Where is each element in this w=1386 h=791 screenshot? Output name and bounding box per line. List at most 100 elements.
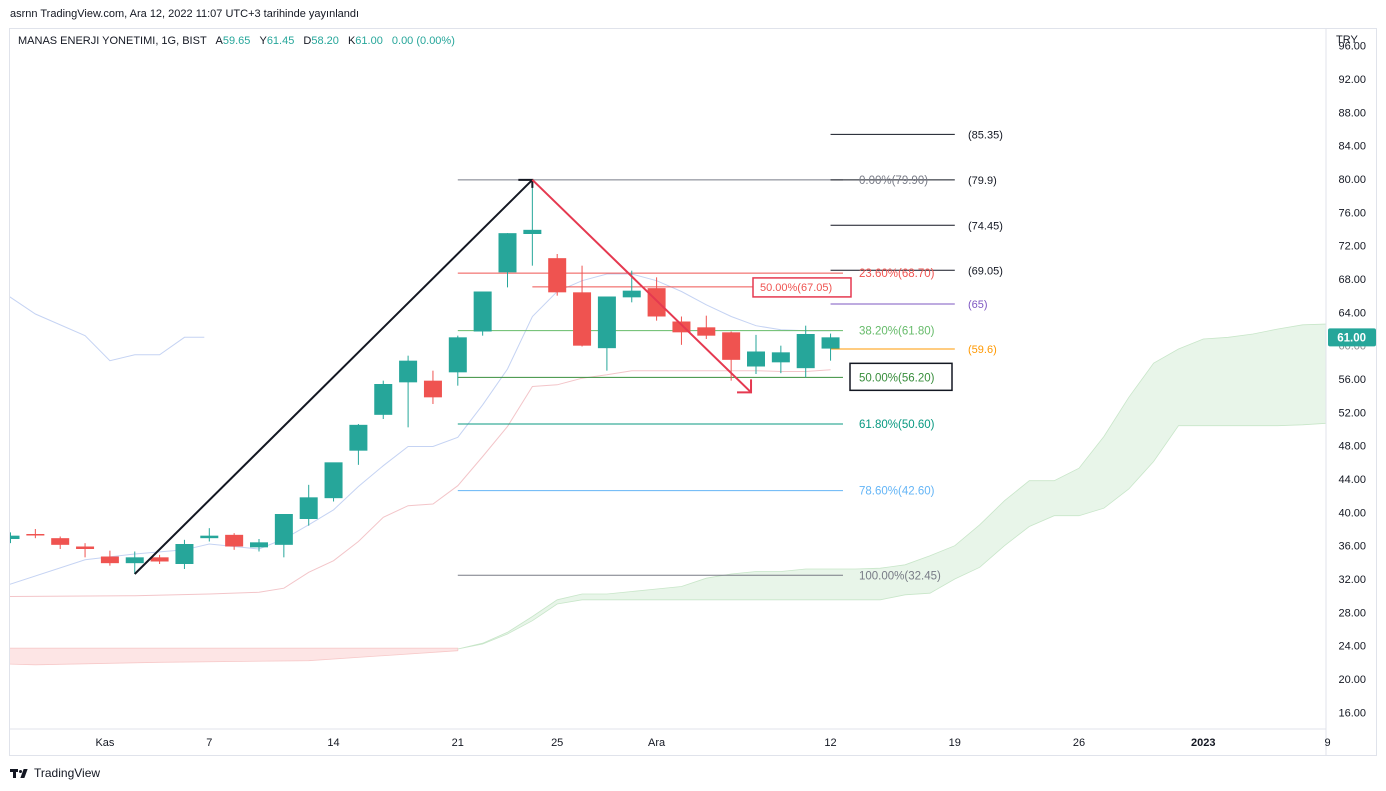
open-value: 59.65 (222, 35, 251, 47)
time-axis-tick-label: 7 (206, 737, 212, 749)
ichimoku-cloud-bearish (10, 647, 459, 666)
candle-body (647, 288, 666, 317)
candle-body (747, 351, 765, 367)
fib-level-label: 0.00%(79.90) (859, 175, 928, 187)
candle-body (26, 534, 45, 536)
price-target-label: (69.05) (968, 265, 1003, 277)
price-axis-tick-label: 88.00 (1338, 107, 1366, 119)
trendline-down-arrowhead (737, 379, 753, 394)
fib-level-label: 100.00%(32.45) (859, 570, 941, 582)
price-target-label: (85.35) (968, 129, 1003, 141)
candle-body (349, 424, 368, 451)
candle-body (672, 321, 691, 333)
retrace-50-label: 50.00%(67.05) (760, 282, 832, 294)
tenkan-line-left (10, 296, 205, 362)
publish-caption: asrnn TradingView.com, Ara 12, 2022 11:0… (10, 8, 360, 20)
candle-body (622, 290, 641, 298)
candle-body (423, 380, 442, 398)
symbol-name: MANAS ENERJI YONETIMI, 1G, BIST (18, 35, 207, 47)
price-target-label: (74.45) (968, 220, 1003, 232)
time-axis-tick-label: 12 (824, 737, 836, 749)
tradingview-logo-icon (10, 767, 30, 779)
price-axis-tick-label: 76.00 (1338, 207, 1366, 219)
price-axis-tick-label: 28.00 (1338, 607, 1366, 619)
trendline-down (531, 179, 752, 394)
candle-body (722, 332, 741, 360)
price-target-label: (65) (968, 299, 988, 311)
time-axis-tick-label: Ara (648, 737, 666, 749)
candle-body (697, 327, 716, 336)
time-axis-tick-label: 2023 (1191, 737, 1215, 749)
time-axis-tick-label: Kas (95, 737, 114, 749)
time-axis-tick-label: 26 (1073, 737, 1085, 749)
low-label: D (303, 35, 312, 47)
price-axis-tick-label: 68.00 (1338, 274, 1366, 286)
price-axis-tick-label: 20.00 (1338, 674, 1366, 686)
candle-body (523, 229, 542, 234)
fib-50-highlight-box (849, 362, 953, 392)
price-axis-tick-label: 80.00 (1338, 174, 1366, 186)
candle-body (796, 334, 815, 369)
price-axis-tick-label: 92.00 (1338, 74, 1366, 86)
time-axis-tick-label: 19 (949, 737, 961, 749)
last-price-badge (1328, 328, 1376, 347)
price-axis-tick-label: 64.00 (1338, 307, 1366, 319)
candle-body (274, 514, 293, 545)
price-target-label: (79.9) (968, 175, 997, 187)
ichimoku-cloud-bullish (457, 323, 1326, 650)
price-axis-tick-label: 96.00 (1338, 41, 1366, 53)
candle-body (150, 557, 169, 562)
candle-body (374, 384, 393, 415)
candle-body (597, 296, 616, 349)
candle-body (573, 292, 592, 346)
candle-body (448, 337, 467, 373)
close-label: K (347, 35, 356, 47)
currency-label: TRY (1336, 34, 1358, 46)
fib-level-label: 61.80%(50.60) (859, 419, 935, 431)
price-axis-tick-label: 40.00 (1338, 507, 1366, 519)
price-axis-tick-label: 36.00 (1338, 541, 1366, 553)
last-price-label: 61.00 (1337, 332, 1366, 344)
price-axis-tick-label: 52.00 (1338, 407, 1366, 419)
price-target-label: (59.6) (968, 344, 997, 356)
candle-body (498, 233, 517, 273)
symbol-legend: MANAS ENERJI YONETIMI, 1G, BIST A59.65 Y… (18, 35, 455, 47)
kijun-line (10, 369, 831, 597)
tenkan-line (10, 273, 831, 585)
candle-body (200, 535, 219, 539)
price-axis-tick-label: 44.00 (1338, 474, 1366, 486)
candle-body (10, 535, 20, 539)
price-axis-tick-label: 84.00 (1338, 141, 1366, 153)
time-axis-tick-label: 25 (551, 737, 563, 749)
price-axis-tick-label: 16.00 (1338, 707, 1366, 719)
candle-body (299, 497, 318, 519)
fib-level-label: 38.20%(61.80) (859, 326, 935, 338)
price-axis-tick-label: 48.00 (1338, 441, 1366, 453)
candle-body (324, 462, 343, 499)
candle-body (225, 534, 244, 547)
candle-body (100, 556, 119, 564)
candle-body (473, 291, 492, 332)
price-axis-tick-label: 24.00 (1338, 641, 1366, 653)
high-label: Y (259, 35, 267, 47)
trendline-up (134, 179, 534, 575)
chart-frame (9, 28, 1377, 756)
price-axis-tick-label: 32.00 (1338, 574, 1366, 586)
fib-level-label: 78.60%(42.60) (859, 486, 935, 498)
plot-area (10, 133, 1326, 666)
low-value: 58.20 (311, 35, 339, 47)
retrace-50-box (752, 277, 852, 298)
candle-body (821, 337, 840, 349)
candle-body (76, 546, 95, 549)
price-axis-tick-label: 72.00 (1338, 241, 1366, 253)
candle-body (175, 544, 194, 564)
fib-level-label: 23.60%(68.70) (859, 268, 935, 280)
time-axis-tick-label: 21 (452, 737, 464, 749)
candle-body (771, 352, 790, 363)
fib-level-label: 50.00%(56.20) (859, 372, 935, 384)
price-axis-tick-label: 56.00 (1338, 374, 1366, 386)
time-axis-tick-label: 14 (327, 737, 339, 749)
open-label: A (215, 35, 223, 47)
candle-body (250, 542, 268, 548)
